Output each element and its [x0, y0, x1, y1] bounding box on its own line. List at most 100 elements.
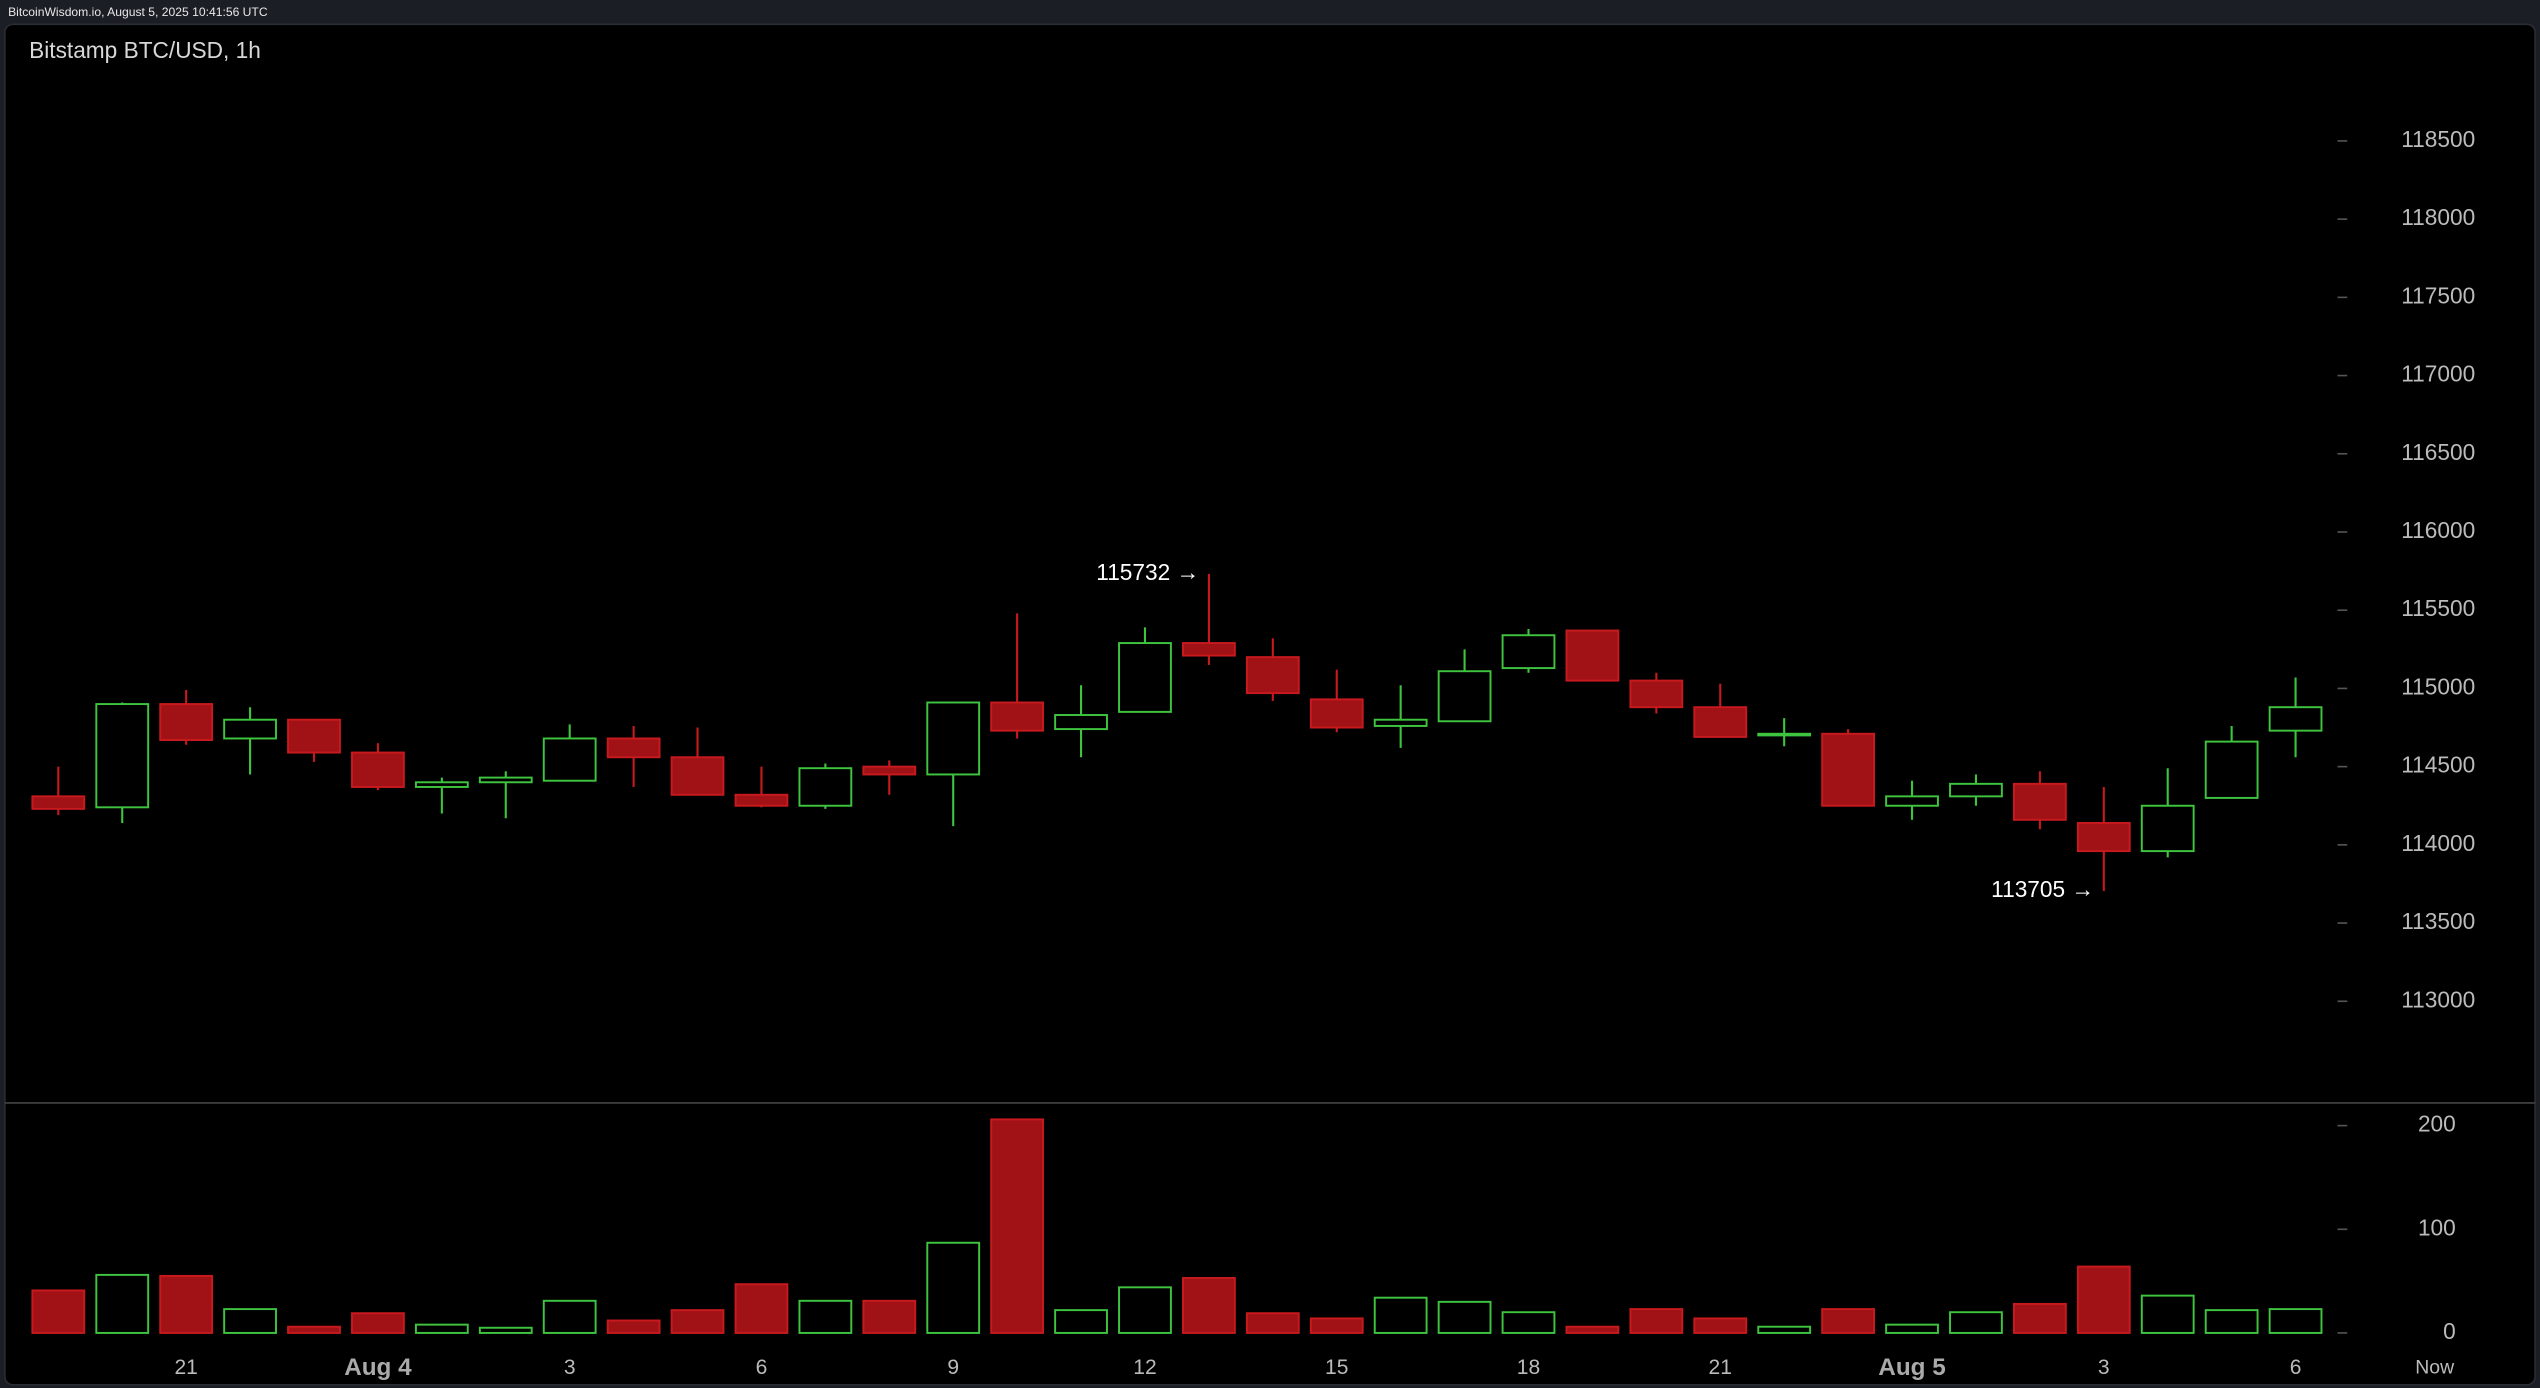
volume-bar: [1821, 1308, 1875, 1334]
volume-bar: [990, 1118, 1045, 1334]
volume-bar: [2204, 1309, 2259, 1334]
candle-body: [1437, 670, 1492, 723]
volume-bar: [1437, 1300, 1492, 1334]
candle-body: [414, 781, 469, 788]
volume-bar: [798, 1299, 853, 1334]
candle-body: [1245, 656, 1300, 695]
volume-bar: [1182, 1277, 1236, 1334]
volume-bar: [31, 1289, 86, 1334]
header: BitcoinWisdom.io, August 5, 2025 10:41:5…: [8, 5, 268, 19]
candle-body: [2076, 821, 2131, 853]
y-tick-label: 113000: [2401, 986, 2475, 1012]
x-tick-label: 3: [564, 1356, 576, 1379]
candle-body: [1629, 679, 1684, 709]
candle-body: [1821, 732, 1875, 807]
candle-body: [1885, 795, 1939, 807]
x-tick-label: 6: [756, 1356, 768, 1379]
x-tick-label: 6: [2290, 1356, 2302, 1379]
volume-bar: [287, 1325, 341, 1334]
candle-body: [1949, 782, 2003, 798]
volume-bar: [478, 1326, 533, 1334]
candle-body: [990, 701, 1045, 732]
volume-bar: [1885, 1323, 1939, 1334]
candle-body: [2012, 782, 2067, 821]
volume-bar: [1565, 1325, 1620, 1334]
candle-body: [1118, 642, 1172, 713]
candle-body: [1565, 629, 1620, 682]
volume-bar: [95, 1273, 150, 1334]
y-tick-label: 115500: [2401, 595, 2475, 621]
chart-title: Bitstamp BTC/USD, 1h: [29, 37, 261, 63]
volume-bar: [1118, 1286, 1172, 1334]
candle-body: [2140, 804, 2195, 853]
candle-body: [95, 703, 150, 809]
candle-body: [1501, 634, 1556, 670]
volume-bar: [734, 1283, 789, 1334]
volume-bar: [606, 1319, 661, 1334]
volume-bar: [1309, 1317, 1364, 1334]
volume-bar: [1373, 1296, 1428, 1334]
volume-bar: [926, 1241, 981, 1334]
y-tick-label: 118000: [2401, 204, 2475, 230]
y-tick-label: 114000: [2401, 830, 2475, 856]
candle-body: [1309, 698, 1364, 729]
x-tick-label: 12: [1133, 1356, 1156, 1379]
volume-bar: [1949, 1311, 2003, 1334]
candle-body: [542, 737, 597, 782]
x-tick-label: 3: [2098, 1356, 2110, 1379]
y-tick-label: 116500: [2401, 439, 2475, 465]
y-tick-label: 117000: [2401, 361, 2475, 387]
volume-tick-label: 100: [2418, 1214, 2456, 1240]
volume-bar: [670, 1309, 725, 1334]
volume-bar: [2268, 1308, 2323, 1334]
y-tick-label: 115000: [2401, 673, 2475, 699]
candle-body: [287, 718, 341, 754]
y-tick-label: 116000: [2401, 517, 2475, 543]
y-tick-label: 113500: [2401, 908, 2475, 934]
volume-tick-label: 200: [2418, 1111, 2456, 1137]
volume-bar: [1629, 1308, 1684, 1334]
candle-body: [159, 703, 214, 742]
candle-body: [734, 793, 789, 807]
panel: [4, 23, 2536, 1386]
volume-bar: [2012, 1302, 2067, 1334]
y-tick-label: 117500: [2401, 282, 2475, 308]
candle-body: [1373, 718, 1428, 727]
y-tick-label: 114500: [2401, 752, 2475, 778]
candle-body: [926, 701, 981, 776]
volume-bar: [2076, 1265, 2131, 1334]
volume-bar: [414, 1323, 469, 1334]
candle-body: [1054, 714, 1108, 731]
volume-bar: [1693, 1317, 1748, 1334]
candle-body: [798, 767, 853, 807]
candle-body: [478, 776, 533, 784]
now-label: Now: [2415, 1357, 2455, 1379]
candle-body: [1757, 732, 1812, 737]
candle-body: [862, 765, 917, 776]
y-tick-label: 118500: [2401, 126, 2475, 152]
volume-bar: [223, 1308, 277, 1334]
volume-bar: [351, 1312, 405, 1334]
candle-body: [1693, 706, 1748, 738]
volume-bar: [2140, 1294, 2195, 1334]
volume-bar: [1501, 1311, 1556, 1334]
candle-body: [2268, 706, 2323, 732]
volume-bar: [542, 1299, 597, 1334]
x-tick-label: Aug 5: [1878, 1354, 1945, 1381]
volume-bar: [1757, 1325, 1812, 1334]
candle-body: [31, 795, 86, 810]
extreme-label: 113705 →: [1991, 876, 2094, 902]
candle-body: [223, 718, 277, 740]
x-tick-label: 21: [174, 1356, 197, 1379]
candle-body: [351, 751, 405, 788]
candle-body: [670, 756, 725, 796]
volume-bar: [159, 1274, 214, 1334]
volume-tick-label: 0: [2443, 1318, 2456, 1344]
volume-bar: [1054, 1309, 1108, 1334]
x-tick-label: 15: [1325, 1356, 1348, 1379]
extreme-label: 115732 →: [1096, 559, 1199, 585]
x-tick-label: 18: [1517, 1356, 1540, 1379]
x-tick-label: 9: [947, 1356, 959, 1379]
